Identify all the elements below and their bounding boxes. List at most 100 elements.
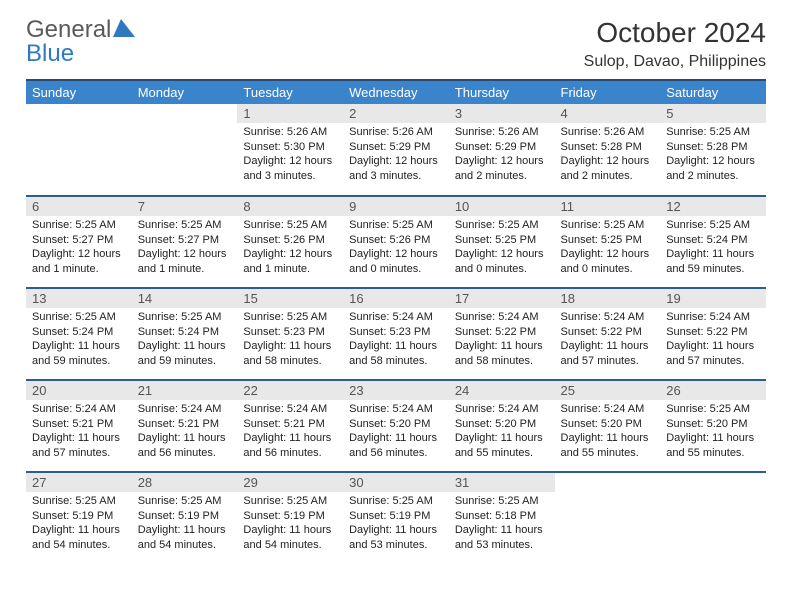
day-number: 23 [343, 381, 449, 400]
day-entry-line: Sunrise: 5:26 AM [455, 125, 549, 140]
day-entry-line: Daylight: 12 hours [32, 247, 126, 262]
day-entry-line: and 56 minutes. [138, 446, 232, 461]
day-number: 21 [132, 381, 238, 400]
day-entries: Sunrise: 5:24 AMSunset: 5:23 PMDaylight:… [343, 308, 449, 373]
calendar-day-cell: 23Sunrise: 5:24 AMSunset: 5:20 PMDayligh… [343, 380, 449, 472]
day-entry-line: Sunrise: 5:25 AM [666, 125, 760, 140]
calendar-day-cell: 30Sunrise: 5:25 AMSunset: 5:19 PMDayligh… [343, 472, 449, 564]
logo-word2: Blue [26, 40, 74, 67]
calendar-day-cell: 6Sunrise: 5:25 AMSunset: 5:27 PMDaylight… [26, 196, 132, 288]
day-entries: Sunrise: 5:24 AMSunset: 5:21 PMDaylight:… [132, 400, 238, 465]
day-entry-line: and 3 minutes. [243, 169, 337, 184]
day-number: 22 [237, 381, 343, 400]
calendar-day-cell [132, 104, 238, 196]
day-entry-line: Daylight: 11 hours [243, 431, 337, 446]
day-entry-line: Sunset: 5:24 PM [138, 325, 232, 340]
day-number: 4 [555, 104, 661, 123]
day-entry-line: Sunset: 5:21 PM [32, 417, 126, 432]
day-entry-line: Sunrise: 5:25 AM [138, 494, 232, 509]
calendar-day-cell: 22Sunrise: 5:24 AMSunset: 5:21 PMDayligh… [237, 380, 343, 472]
day-entry-line: Daylight: 11 hours [349, 431, 443, 446]
calendar-day-cell: 19Sunrise: 5:24 AMSunset: 5:22 PMDayligh… [660, 288, 766, 380]
day-entry-line: Daylight: 12 hours [455, 154, 549, 169]
calendar-day-cell: 28Sunrise: 5:25 AMSunset: 5:19 PMDayligh… [132, 472, 238, 564]
location-subtitle: Sulop, Davao, Philippines [584, 53, 766, 71]
day-entries: Sunrise: 5:25 AMSunset: 5:28 PMDaylight:… [660, 123, 766, 188]
day-entry-line: Sunrise: 5:25 AM [32, 494, 126, 509]
day-entry-line: Sunset: 5:27 PM [138, 233, 232, 248]
day-entry-line: Sunrise: 5:25 AM [349, 218, 443, 233]
day-entries: Sunrise: 5:25 AMSunset: 5:19 PMDaylight:… [132, 492, 238, 557]
day-entries: Sunrise: 5:25 AMSunset: 5:24 PMDaylight:… [660, 216, 766, 281]
day-entry-line: Daylight: 11 hours [243, 523, 337, 538]
calendar-day-cell: 31Sunrise: 5:25 AMSunset: 5:18 PMDayligh… [449, 472, 555, 564]
day-entries: Sunrise: 5:24 AMSunset: 5:20 PMDaylight:… [449, 400, 555, 465]
day-entry-line: Sunrise: 5:26 AM [349, 125, 443, 140]
day-entry-line: Sunset: 5:24 PM [666, 233, 760, 248]
weekday-header-row: Sunday Monday Tuesday Wednesday Thursday… [26, 80, 766, 104]
day-entries: Sunrise: 5:24 AMSunset: 5:22 PMDaylight:… [555, 308, 661, 373]
day-entry-line: Sunset: 5:28 PM [561, 140, 655, 155]
day-entry-line: Sunrise: 5:24 AM [561, 310, 655, 325]
day-entries: Sunrise: 5:25 AMSunset: 5:24 PMDaylight:… [132, 308, 238, 373]
day-entry-line: Daylight: 11 hours [455, 339, 549, 354]
day-entry-line: Daylight: 11 hours [138, 431, 232, 446]
calendar-day-cell: 27Sunrise: 5:25 AMSunset: 5:19 PMDayligh… [26, 472, 132, 564]
day-number: 10 [449, 197, 555, 216]
calendar-day-cell: 3Sunrise: 5:26 AMSunset: 5:29 PMDaylight… [449, 104, 555, 196]
calendar-day-cell: 11Sunrise: 5:25 AMSunset: 5:25 PMDayligh… [555, 196, 661, 288]
day-entry-line: Sunrise: 5:26 AM [561, 125, 655, 140]
day-number: 24 [449, 381, 555, 400]
day-entry-line: and 2 minutes. [455, 169, 549, 184]
day-entry-line: Sunrise: 5:24 AM [455, 310, 549, 325]
day-entry-line: and 0 minutes. [349, 262, 443, 277]
page-header: General Blue October 2024 Sulop, Davao, … [26, 18, 766, 71]
day-number: 3 [449, 104, 555, 123]
day-entry-line: Daylight: 12 hours [561, 154, 655, 169]
day-entry-line: Sunset: 5:19 PM [32, 509, 126, 524]
day-entries: Sunrise: 5:24 AMSunset: 5:20 PMDaylight:… [343, 400, 449, 465]
day-entry-line: Daylight: 11 hours [32, 339, 126, 354]
day-number: 1 [237, 104, 343, 123]
day-number: 28 [132, 473, 238, 492]
day-entry-line: Sunset: 5:25 PM [561, 233, 655, 248]
day-entry-line: Sunrise: 5:24 AM [32, 402, 126, 417]
day-entry-line: Sunset: 5:26 PM [349, 233, 443, 248]
day-entry-line: Sunrise: 5:25 AM [138, 310, 232, 325]
day-entries: Sunrise: 5:24 AMSunset: 5:22 PMDaylight:… [449, 308, 555, 373]
day-entry-line: and 57 minutes. [561, 354, 655, 369]
day-entry-line: Sunset: 5:20 PM [666, 417, 760, 432]
day-entries: Sunrise: 5:24 AMSunset: 5:20 PMDaylight:… [555, 400, 661, 465]
day-entry-line: and 59 minutes. [666, 262, 760, 277]
day-entries: Sunrise: 5:25 AMSunset: 5:25 PMDaylight:… [449, 216, 555, 281]
day-entry-line: and 58 minutes. [243, 354, 337, 369]
day-entry-line: and 58 minutes. [349, 354, 443, 369]
day-entry-line: Daylight: 11 hours [32, 431, 126, 446]
day-entry-line: Sunrise: 5:24 AM [455, 402, 549, 417]
day-number: 5 [660, 104, 766, 123]
day-number: 20 [26, 381, 132, 400]
day-entry-line: Daylight: 11 hours [349, 339, 443, 354]
day-entry-line: Sunset: 5:20 PM [561, 417, 655, 432]
day-entry-line: Sunset: 5:20 PM [349, 417, 443, 432]
day-entries: Sunrise: 5:25 AMSunset: 5:26 PMDaylight:… [343, 216, 449, 281]
day-number: 26 [660, 381, 766, 400]
day-number: 29 [237, 473, 343, 492]
day-entry-line: Sunset: 5:18 PM [455, 509, 549, 524]
logo-word1: General [26, 16, 111, 43]
day-entry-line: Sunset: 5:28 PM [666, 140, 760, 155]
day-entry-line: Daylight: 11 hours [138, 339, 232, 354]
day-entry-line: Sunrise: 5:25 AM [349, 494, 443, 509]
calendar-week-row: 6Sunrise: 5:25 AMSunset: 5:27 PMDaylight… [26, 196, 766, 288]
day-entries: Sunrise: 5:25 AMSunset: 5:19 PMDaylight:… [237, 492, 343, 557]
day-entry-line: Sunset: 5:26 PM [243, 233, 337, 248]
day-entry-line: and 53 minutes. [349, 538, 443, 553]
day-entry-line: Sunrise: 5:26 AM [243, 125, 337, 140]
day-entry-line: Sunset: 5:20 PM [455, 417, 549, 432]
day-number: 15 [237, 289, 343, 308]
day-entry-line: Daylight: 12 hours [243, 154, 337, 169]
day-entries: Sunrise: 5:24 AMSunset: 5:21 PMDaylight:… [237, 400, 343, 465]
day-entry-line: and 0 minutes. [455, 262, 549, 277]
day-number: 8 [237, 197, 343, 216]
day-entries: Sunrise: 5:25 AMSunset: 5:19 PMDaylight:… [343, 492, 449, 557]
